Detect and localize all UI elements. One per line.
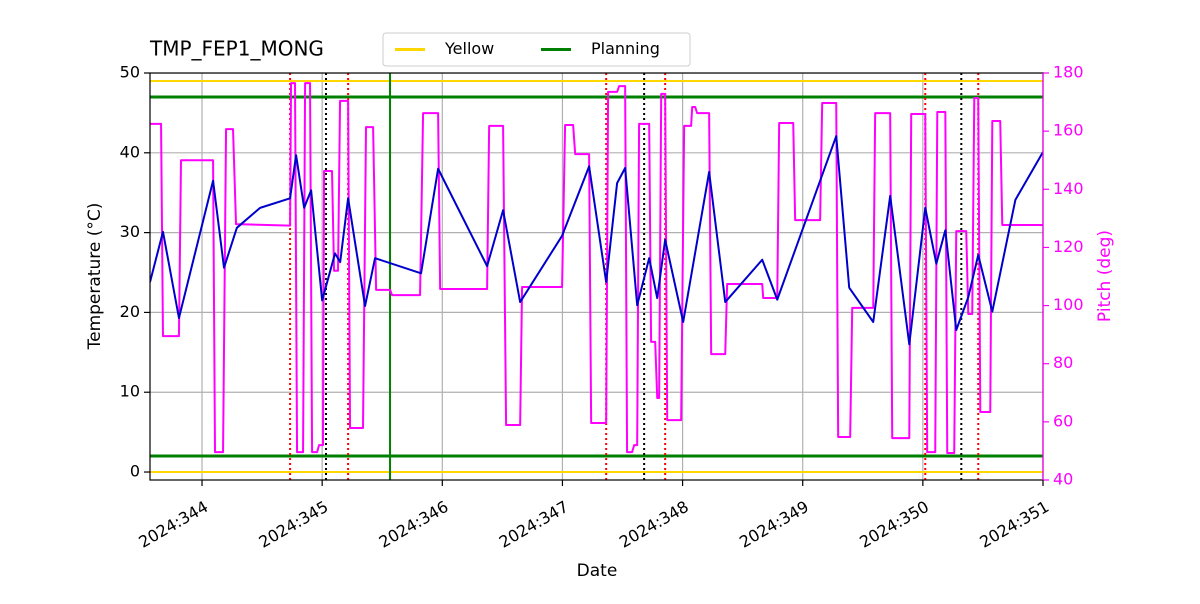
y2-axis-label: Pitch (deg) — [1095, 230, 1115, 322]
y-tick-label: 20 — [120, 302, 140, 321]
x-tick-label: 2024:350 — [856, 497, 932, 552]
y2-tick-label: 140 — [1053, 179, 1084, 198]
x-tick-label: 2024:348 — [616, 497, 692, 552]
legend-label: Yellow — [444, 39, 494, 58]
x-tick-label: 2024:344 — [135, 497, 211, 552]
y-tick-label: 30 — [120, 222, 140, 241]
x-tick-label: 2024:347 — [496, 497, 572, 552]
legend-label: Planning — [591, 39, 660, 58]
y2-tick-label: 180 — [1053, 63, 1084, 82]
y2-tick-label: 40 — [1053, 470, 1073, 489]
y2-tick-label: 60 — [1053, 411, 1073, 430]
series-line — [150, 82, 1043, 454]
y-tick-label: 40 — [120, 142, 140, 161]
y-tick-label: 0 — [130, 462, 140, 481]
y-axis-label: Temperature (°C) — [85, 203, 105, 351]
y-tick-label: 50 — [120, 63, 140, 82]
y2-tick-label: 100 — [1053, 295, 1084, 314]
chart-title: TMP_FEP1_MONG — [149, 37, 324, 61]
x-tick-label: 2024:345 — [256, 497, 332, 552]
y2-tick-label: 120 — [1053, 237, 1084, 256]
x-tick-label: 2024:349 — [736, 497, 812, 552]
y2-tick-label: 160 — [1053, 121, 1084, 140]
series-line — [150, 135, 1043, 346]
y-tick-label: 10 — [120, 382, 140, 401]
x-tick-label: 2024:351 — [976, 497, 1052, 552]
x-tick-label: 2024:346 — [376, 497, 452, 552]
y2-tick-label: 80 — [1053, 353, 1073, 372]
plot-area — [150, 73, 1043, 480]
legend-box — [382, 32, 691, 67]
x-axis-label: Date — [577, 561, 618, 581]
